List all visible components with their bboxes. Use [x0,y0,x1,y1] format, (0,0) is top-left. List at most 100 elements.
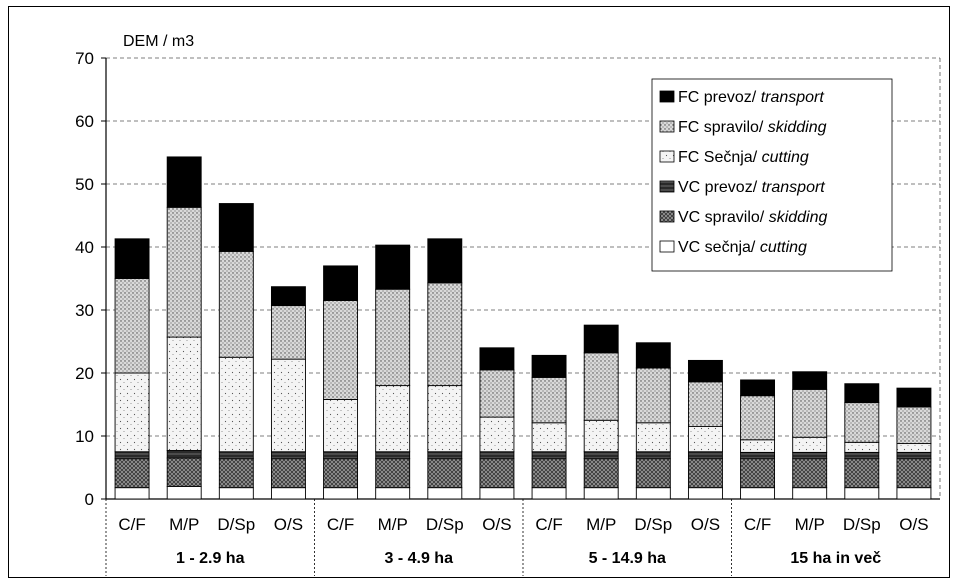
x-category-label: C/F [118,515,145,534]
bar-segment-2 [218,458,254,489]
bar-segment-5 [270,305,306,360]
x-group-label: 3 - 4.9 ha [385,550,454,567]
bar-segment-3 [896,451,932,460]
bar-segment-1 [635,487,671,500]
bar-segment-6 [844,383,880,404]
bar-segment-4 [479,416,515,453]
x-category-label: O/S [482,515,511,534]
bar-segment-5 [583,352,619,421]
x-axis: C/F M/P D/Sp O/S C/F M/P D/Sp O/S C/F M/P D/Sp O/S C… [105,499,929,576]
legend-entry-label: VC spravilo/ skidding [678,209,828,226]
bar-segment-1 [792,487,828,500]
x-category-label: M/P [378,515,408,534]
y-tick-label: 40 [75,238,94,257]
bar-segment-2 [427,458,463,489]
legend-entry-label: VC prevoz/ transport [678,179,825,196]
bars [114,156,932,500]
y-tick-label: 60 [75,112,94,131]
bar-segment-6 [427,238,463,284]
bar-segment-3 [218,451,254,460]
bar-segment-2 [479,458,515,489]
bar-segment-3 [792,451,828,460]
bar-segment-6 [740,379,776,397]
bar-segment-1 [740,487,776,500]
bar-segment-6 [792,371,828,390]
bar-segment-6 [114,238,150,279]
bar-segment-5 [896,406,932,445]
bar-segment-6 [687,359,723,383]
bar-segment-6 [531,354,567,378]
bar-segment-5 [740,395,776,441]
x-group-label: 5 - 14.9 ha [589,550,666,567]
legend-entry-label: FC prevoz/ transport [678,89,824,106]
bar-segment-2 [687,458,723,489]
bar-segment-1 [323,487,359,500]
legend-entry-label: FC Sečnja/ cutting [678,149,809,166]
bar-segment-5 [114,278,150,374]
y-axis-unit-label: DEM / m3 [123,33,194,50]
bar-segment-1 [479,487,515,500]
bar-segment-2 [583,458,619,489]
bar-segment-6 [583,324,619,354]
bar-segment-3 [114,451,150,460]
bar-segment-4 [375,385,411,453]
bar-segment-4 [635,422,671,453]
bar-segment-2 [375,458,411,489]
bar-segment-1 [844,487,880,500]
y-tick-label: 0 [85,490,94,509]
bar-segment-2 [270,458,306,489]
bar-segment-4 [114,372,150,453]
x-category-label: M/P [169,515,199,534]
bar-segment-4 [270,358,306,453]
bar-segment-3 [166,450,202,459]
bar-segment-1 [375,487,411,500]
bar-segment-3 [635,451,671,460]
x-category-label: D/Sp [217,515,255,534]
bar-segment-5 [792,388,828,438]
bar-segment-3 [687,451,723,460]
bar-segment-2 [896,458,932,489]
bar-segment-1 [114,487,150,500]
x-group-label: 1 - 2.9 ha [176,550,245,567]
bar-segment-6 [479,347,515,371]
bar-segment-1 [896,487,932,500]
x-category-label: O/S [899,515,928,534]
bar-segment-3 [531,451,567,460]
bar-segment-2 [844,458,880,489]
bar-segment-5 [479,369,515,418]
bar-segment-2 [323,458,359,489]
legend-entry-label: FC spravilo/ skidding [678,119,827,136]
y-tick-label: 10 [75,427,94,446]
bar-segment-5 [166,206,202,338]
bar-segment-3 [270,451,306,460]
x-category-label: D/Sp [426,515,464,534]
bar-segment-4 [896,443,932,453]
x-category-label: C/F [327,515,354,534]
bar-segment-1 [583,487,619,500]
bar-segment-5 [635,367,671,424]
bar-segment-4 [740,439,776,453]
bar-segment-6 [323,265,359,301]
bar-segment-4 [687,426,723,453]
y-axis-ticks: 0 10 20 30 40 50 60 70 [75,49,107,509]
bar-segment-4 [427,385,463,453]
bar-segment-2 [740,458,776,489]
bar-segment-6 [635,342,671,369]
x-category-label: O/S [274,515,303,534]
bar-segment-6 [270,286,306,307]
bar-segment-5 [844,402,880,443]
bar-segment-3 [323,451,359,460]
x-category-label: M/P [586,515,616,534]
bar-segment-2 [166,457,202,487]
legend-swatch [659,240,675,253]
x-category-label: M/P [795,515,825,534]
x-category-label: D/Sp [634,515,672,534]
bar-segment-5 [427,282,463,387]
bar-segment-6 [218,203,254,252]
bar-segment-4 [531,422,567,453]
bar-segment-1 [531,487,567,500]
legend-swatch [659,120,675,133]
bar-segment-1 [427,487,463,500]
legend-swatch [659,150,675,163]
